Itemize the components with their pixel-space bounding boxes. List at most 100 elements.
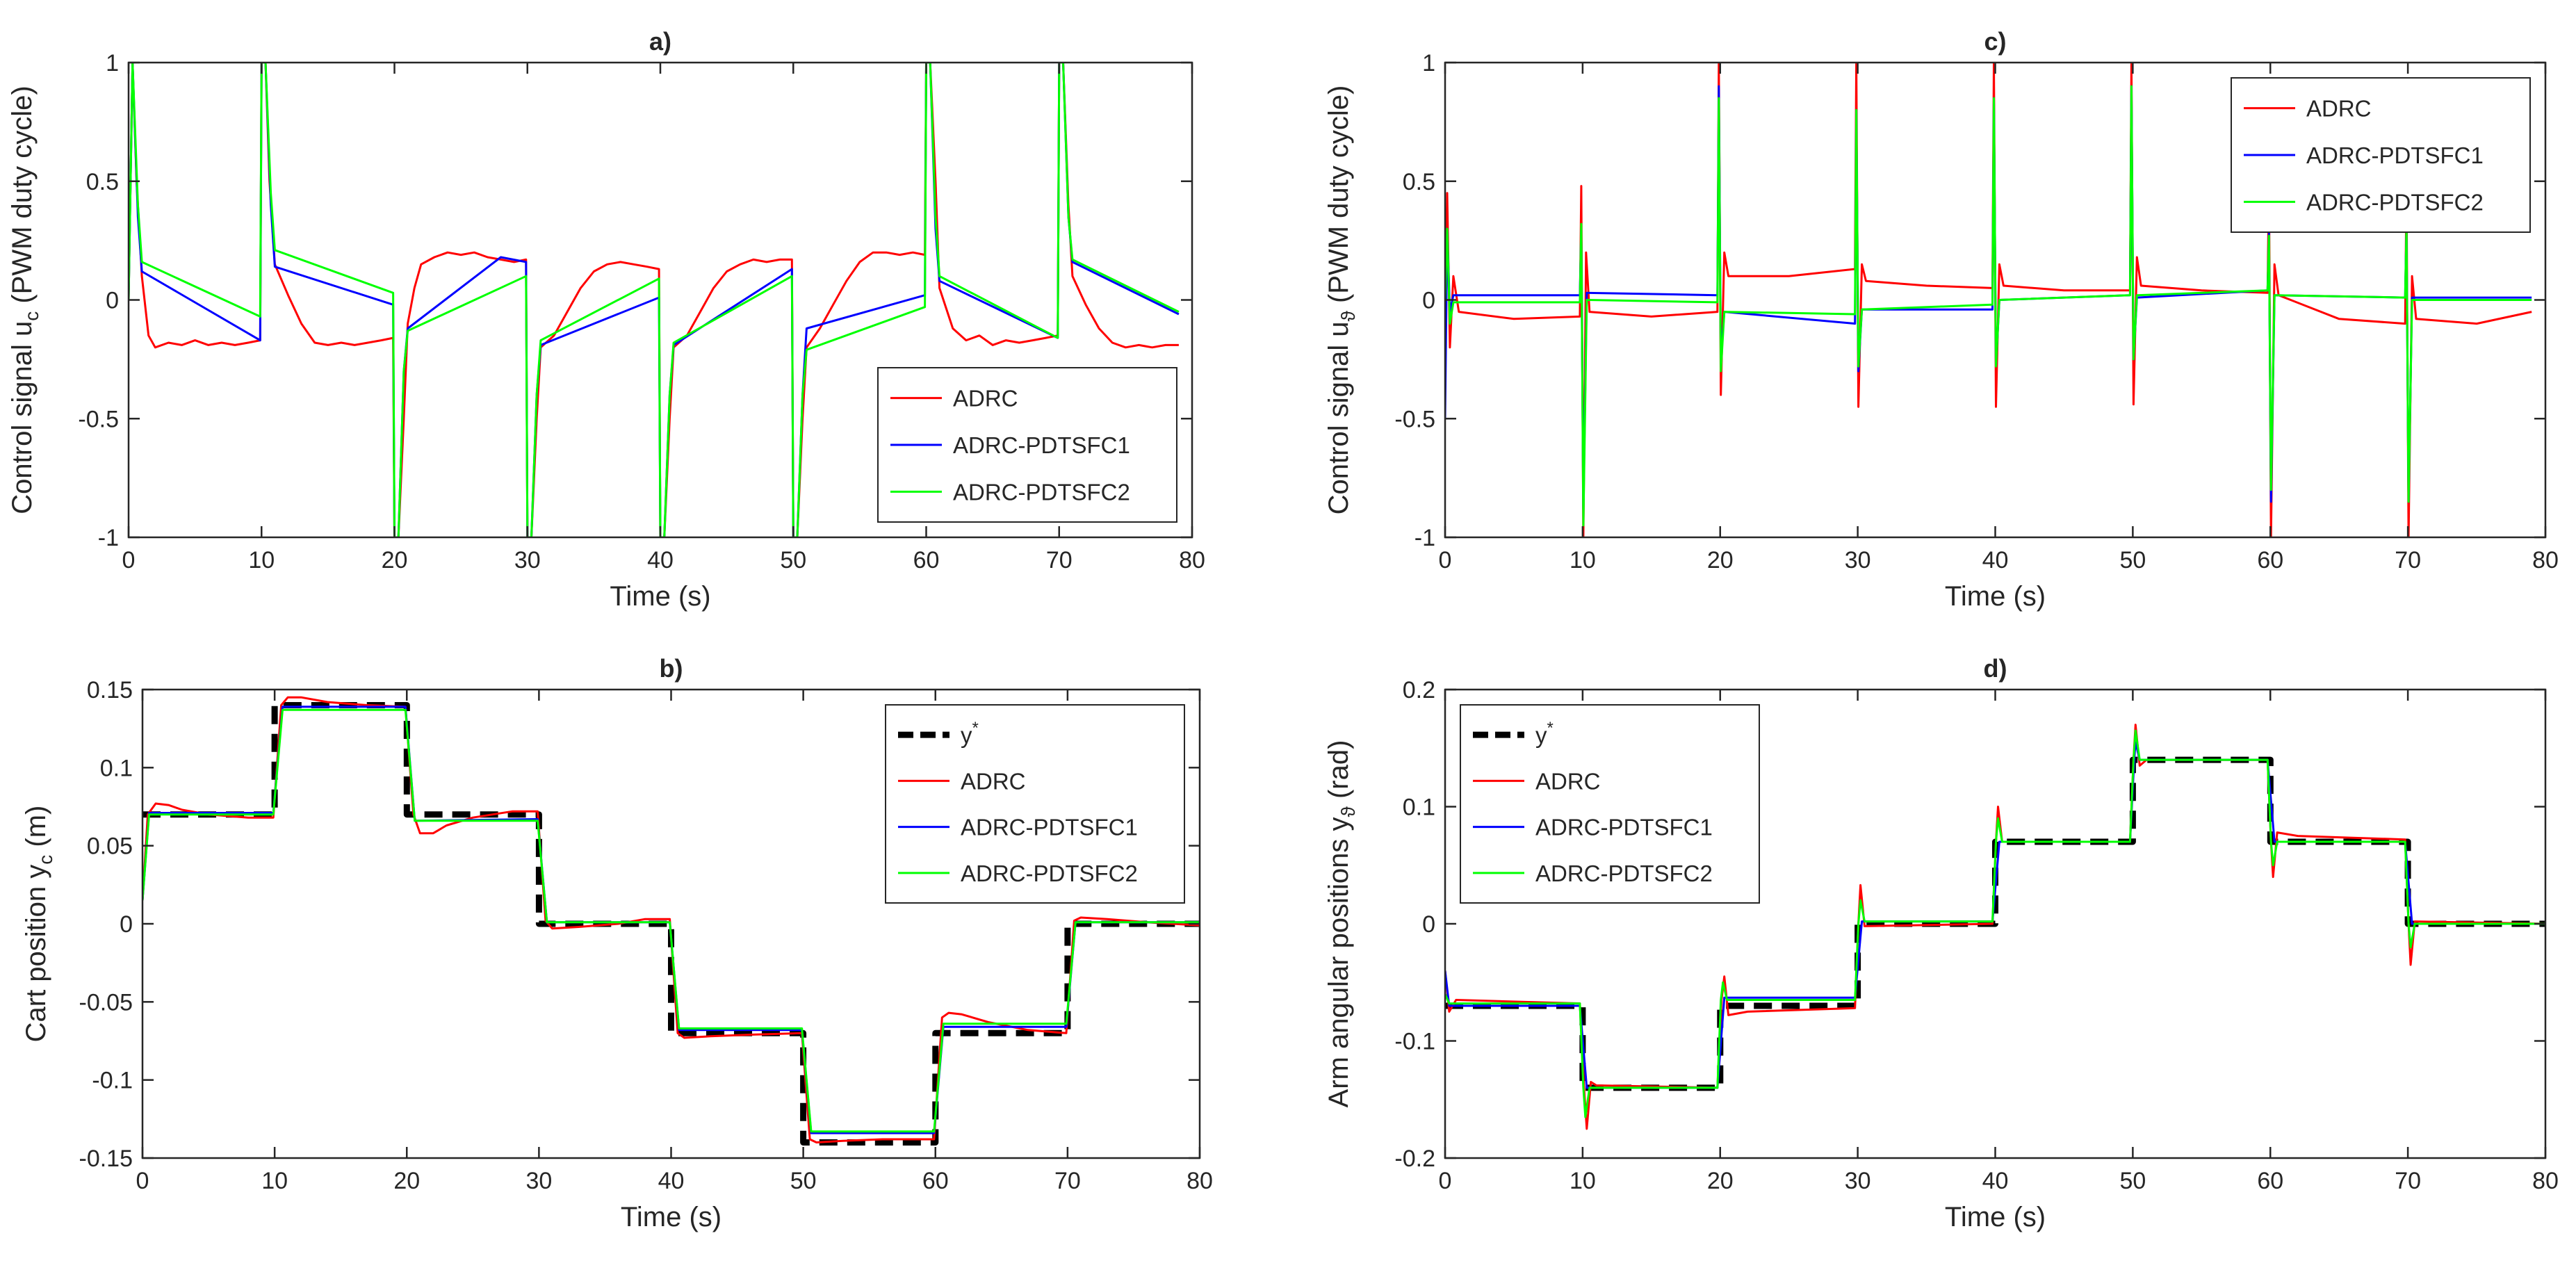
legend: ADRC ADRC-PDTSFC1 ADRC-PDTSFC2	[2231, 77, 2531, 233]
x-axis-label: Time (s)	[610, 581, 710, 612]
y-tick-label: -0.5	[1394, 406, 1435, 432]
x-tick-label: 0	[136, 1168, 149, 1194]
chart-title: a)	[649, 27, 671, 56]
chart-b: 0 10 20 30 40 50 60 70 80 -0.15 -0.1 -0.05 0 0.05 0.1 0…	[21, 654, 1213, 1232]
x-tick-label: 30	[1845, 547, 1871, 573]
x-tick-label: 0	[122, 547, 136, 573]
series-group	[1445, 63, 2532, 537]
x-tick-label: 70	[1046, 547, 1073, 573]
y-tick-label: 0	[106, 288, 119, 314]
y-tick-label: -0.2	[1394, 1146, 1435, 1172]
chart-title: c)	[1984, 27, 2006, 56]
legend-label: ADRC-PDTSFC1	[961, 815, 1138, 840]
y-tick-label: -0.15	[79, 1146, 133, 1172]
x-tick-label: 40	[647, 547, 674, 573]
legend-label: ADRC-PDTSFC2	[953, 479, 1130, 505]
x-tick-label: 0	[1439, 1168, 1452, 1194]
chart-title: b)	[660, 654, 683, 683]
legend-label: ADRC-PDTSFC1	[953, 432, 1130, 458]
y-tick-label: 0.5	[86, 169, 119, 195]
x-tick-label: 80	[1187, 1168, 1213, 1194]
legend-label: ADRC-PDTSFC2	[1535, 861, 1713, 886]
x-tick-label: 60	[913, 547, 940, 573]
chart-a: 0 10 20 30 40 50 60 70 80 -1 -0.5 0 0.5 1 a) Time (s) Co…	[7, 27, 1205, 612]
x-tick-label: 10	[248, 547, 275, 573]
y-axis-label: Arm angular positions yϑ (rad)	[1323, 740, 1359, 1108]
x-tick-label: 50	[780, 547, 806, 573]
x-tick-label: 40	[1982, 547, 2009, 573]
x-tick-label: 50	[2119, 547, 2146, 573]
y-tick-label: -0.1	[1394, 1029, 1435, 1055]
legend: y* ADRC ADRC-PDTSFC1 ADRC-PDTSFC2	[885, 704, 1185, 904]
y-tick-label: 0.5	[1403, 169, 1435, 195]
y-tick-label: -1	[1415, 525, 1435, 551]
series-group	[129, 63, 1180, 537]
x-tick-label: 30	[514, 547, 541, 573]
x-tick-label: 80	[2532, 1168, 2559, 1194]
x-axis-label: Time (s)	[621, 1202, 722, 1232]
legend-label: ADRC	[953, 386, 1018, 412]
y-tick-label: 0.1	[1403, 795, 1435, 821]
y-axis-label: Cart position yc (m)	[21, 806, 56, 1043]
x-tick-label: 10	[1570, 547, 1596, 573]
x-tick-label: 60	[2257, 1168, 2283, 1194]
x-tick-label: 20	[1707, 1168, 1734, 1194]
y-axis-label: Control signal uc (PWM duty cycle)	[7, 85, 42, 514]
x-tick-label: 0	[1439, 547, 1452, 573]
y-tick-label: 0	[1422, 288, 1435, 314]
x-tick-label: 50	[790, 1168, 817, 1194]
x-tick-label: 40	[658, 1168, 685, 1194]
legend-label: ADRC	[2306, 96, 2372, 122]
x-tick-label: 10	[1570, 1168, 1596, 1194]
series-line-adrc-pdtsfc2	[129, 63, 1180, 537]
legend: ADRC ADRC-PDTSFC1 ADRC-PDTSFC2	[877, 367, 1177, 523]
series-line-y-	[142, 702, 1200, 1146]
x-tick-label: 30	[525, 1168, 552, 1194]
x-tick-label: 70	[2395, 547, 2421, 573]
legend-label: ADRC-PDTSFC2	[961, 861, 1138, 886]
series-group	[1445, 724, 2545, 1130]
chart-c: 0 10 20 30 40 50 60 70 80 -1 -0.5 0 0.5 1 c) Time (s) Co…	[1323, 27, 2559, 612]
legend-label: ADRC	[1535, 768, 1601, 794]
y-tick-label: 0.1	[100, 755, 133, 781]
chart-title: d)	[1984, 654, 2007, 683]
legend-box	[877, 367, 1177, 523]
series-line-adrc-pdtsfc1	[1445, 741, 2545, 1089]
x-axis-label: Time (s)	[1945, 1202, 2046, 1232]
x-tick-label: 80	[1179, 547, 1205, 573]
legend-label: ADRC-PDTSFC1	[2306, 142, 2484, 168]
series-line-adrc	[129, 63, 1179, 537]
chart-d: 0 10 20 30 40 50 60 70 80 -0.2 -0.1 0 0.1 0.2 d) Time (…	[1323, 654, 2559, 1232]
x-tick-label: 40	[1982, 1168, 2009, 1194]
y-tick-label: 0.05	[87, 833, 133, 860]
legend-label: ADRC-PDTSFC1	[1535, 815, 1713, 840]
legend-label: ADRC	[961, 768, 1026, 794]
y-tick-label: 1	[106, 50, 119, 76]
y-tick-label: 0.15	[87, 677, 133, 703]
x-tick-label: 80	[2532, 547, 2559, 573]
y-tick-label: 0	[1422, 911, 1435, 938]
series-line-adrc-pdtsfc2	[142, 708, 1200, 1133]
series-line-adrc	[142, 696, 1200, 1143]
x-tick-label: 50	[2119, 1168, 2146, 1194]
x-tick-label: 60	[922, 1168, 949, 1194]
x-axis-label: Time (s)	[1945, 581, 2046, 612]
x-tick-label: 10	[261, 1168, 288, 1194]
x-tick-label: 60	[2257, 547, 2283, 573]
legend-label: y*	[1535, 719, 1554, 748]
x-tick-label: 20	[1707, 547, 1734, 573]
legend-label: y*	[961, 719, 979, 748]
x-tick-label: 20	[382, 547, 408, 573]
x-tick-label: 20	[393, 1168, 420, 1194]
y-tick-label: 0	[120, 911, 133, 938]
y-tick-label: -0.05	[79, 989, 133, 1016]
series-line-adrc-pdtsfc2	[1445, 729, 2545, 1118]
y-tick-label: 0.2	[1403, 677, 1435, 703]
legend-label: ADRC-PDTSFC2	[2306, 189, 2484, 215]
x-tick-label: 70	[2395, 1168, 2421, 1194]
x-tick-label: 70	[1054, 1168, 1081, 1194]
y-tick-label: -1	[98, 525, 119, 551]
series-group	[142, 696, 1200, 1146]
x-tick-label: 30	[1845, 1168, 1871, 1194]
